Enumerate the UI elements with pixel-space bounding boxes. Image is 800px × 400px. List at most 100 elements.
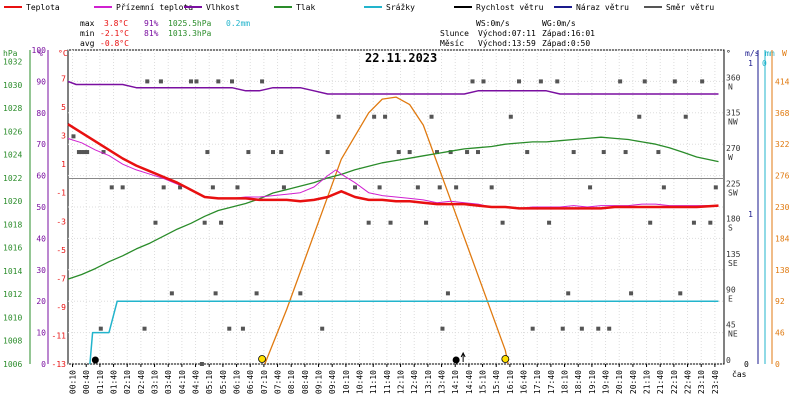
temp-unit: °C — [58, 49, 68, 58]
wind-direction-point — [648, 220, 653, 225]
wind-direction-point — [189, 79, 193, 84]
info-moon-label: Měsíc — [440, 39, 464, 48]
ms-tick-label: 1 — [748, 59, 753, 68]
pct-tick-label: 100 — [32, 46, 47, 55]
wind-direction-point — [607, 326, 612, 331]
x-tick-label: 05:40 — [219, 370, 228, 394]
wind-direction-point — [691, 220, 696, 225]
x-tick-label: 23:10 — [697, 370, 706, 394]
info-moonset: Západ:0:50 — [542, 39, 590, 48]
x-tick-label: 07:40 — [274, 370, 283, 394]
x-tick-label: 18:40 — [574, 370, 583, 394]
x-tick-label: 04:40 — [192, 370, 201, 394]
legend-vlhkost: Vlhkost — [206, 3, 240, 12]
wind-direction-point — [153, 220, 158, 225]
wind-direction-point — [76, 150, 81, 155]
temp-tick-label: -3 — [56, 217, 66, 226]
ms-zero-label: 0 — [744, 360, 749, 369]
x-tick-label: 02:10 — [123, 370, 132, 394]
wind-direction-point — [560, 326, 565, 331]
wind-direction-point — [353, 185, 357, 190]
info-sun-label: Slunce — [440, 29, 469, 38]
wind-direction-point — [618, 79, 623, 84]
wind-direction-point — [637, 114, 642, 119]
wind-direction-point — [109, 185, 114, 190]
wind-direction-point — [246, 150, 251, 155]
wind-arrow-head — [460, 351, 466, 358]
wind-direction-point — [320, 326, 325, 331]
dir-deg-tick: 45 — [726, 321, 736, 330]
x-tick-label: 22:40 — [684, 370, 693, 394]
wind-direction-point — [298, 291, 303, 296]
x-tick-label: 16:40 — [520, 370, 529, 394]
hpa-tick-label: 1020 — [3, 197, 22, 206]
x-tick-label: 21:10 — [643, 370, 652, 394]
pct-tick-label: 80 — [36, 109, 46, 118]
wind-direction-point — [596, 326, 601, 331]
x-axis: 00:10 00:40 01:10 01:40 02:10 02:40 03:10 03:40… — [69, 364, 720, 394]
stats-avg-label: avg — [80, 39, 95, 48]
wind-direction-point — [161, 185, 166, 190]
dir-deg-tick: 0 — [726, 356, 731, 365]
temp-tick-label: 5 — [61, 103, 66, 112]
w-tick-label: 368 — [775, 109, 790, 118]
humidity-line — [67, 80, 719, 95]
x-tick-label: 07:10 — [260, 370, 269, 394]
w-tick-label: 0 — [775, 360, 780, 369]
wind-direction-point — [547, 220, 552, 225]
wind-direction-point — [227, 326, 232, 331]
x-tick-label: 16:10 — [506, 370, 515, 394]
x-tick-label: 14:10 — [451, 370, 460, 394]
pct-tick-label: 10 — [36, 329, 46, 338]
x-tick-label: 02:40 — [137, 370, 146, 394]
wind-direction-point — [281, 185, 286, 190]
dir-letter-tick: S — [728, 224, 733, 233]
x-tick-label: 15:10 — [479, 370, 488, 394]
w-tick-label: 184 — [775, 234, 790, 243]
hpa-tick-label: 1010 — [3, 313, 22, 322]
hpa-tick-label: 1024 — [3, 151, 22, 160]
wind-direction-point — [205, 150, 210, 155]
wind-direction-point — [500, 220, 505, 225]
wind-direction-point — [383, 114, 388, 119]
dir-deg-tick: 90 — [726, 285, 736, 294]
stats-min-label: min — [80, 29, 95, 38]
dir-deg-tick: 180 — [726, 215, 741, 224]
legend-srazky: Srážky — [386, 3, 415, 12]
wind-direction-point — [601, 150, 606, 155]
x-tick-label: 10:40 — [356, 370, 365, 394]
stats-max-label: max — [80, 19, 95, 28]
wind-direction-point — [235, 185, 240, 190]
wind-direction-point — [429, 114, 434, 119]
stats-block: max 3.8°C 91% 1025.5hPa 0.2mm min -2.1°C… — [80, 19, 250, 48]
pct-tick-label: 0 — [41, 360, 46, 369]
ground-temperature-line — [67, 138, 719, 209]
wind-direction-point — [555, 79, 560, 84]
info-ws: WS:0m/s — [476, 19, 510, 28]
wind-direction-point — [396, 150, 401, 155]
wind-direction-point — [454, 185, 459, 190]
time-label: čas — [732, 369, 747, 379]
dir-letter-tick: SE — [728, 259, 738, 268]
temp-tick-label: -9 — [56, 303, 66, 312]
wind-direction-point — [372, 114, 377, 119]
wind-direction-point — [407, 150, 412, 155]
wind-direction-point — [325, 150, 330, 155]
stats-min-press: 1013.3hPa — [168, 29, 212, 38]
x-tick-label: 06:10 — [233, 370, 242, 394]
x-tick-label: 08:10 — [287, 370, 296, 394]
pct-tick-label: 20 — [36, 297, 46, 306]
temp-tick-label: 7 — [61, 75, 66, 84]
sun-marker — [501, 355, 510, 363]
x-tick-label: 13:10 — [424, 370, 433, 394]
wind-direction-point — [98, 326, 103, 331]
info-sunset: Západ:16:01 — [542, 29, 595, 38]
w-tick-label: 414 — [775, 77, 790, 86]
wind-direction-point — [440, 326, 445, 331]
wind-direction-point — [445, 291, 450, 296]
x-tick-label: 06:40 — [246, 370, 255, 394]
wind-direction-point — [120, 185, 125, 190]
wind-direction-point — [202, 220, 207, 225]
hpa-tick-label: 1018 — [3, 220, 22, 229]
wind-direction-point — [254, 291, 259, 296]
